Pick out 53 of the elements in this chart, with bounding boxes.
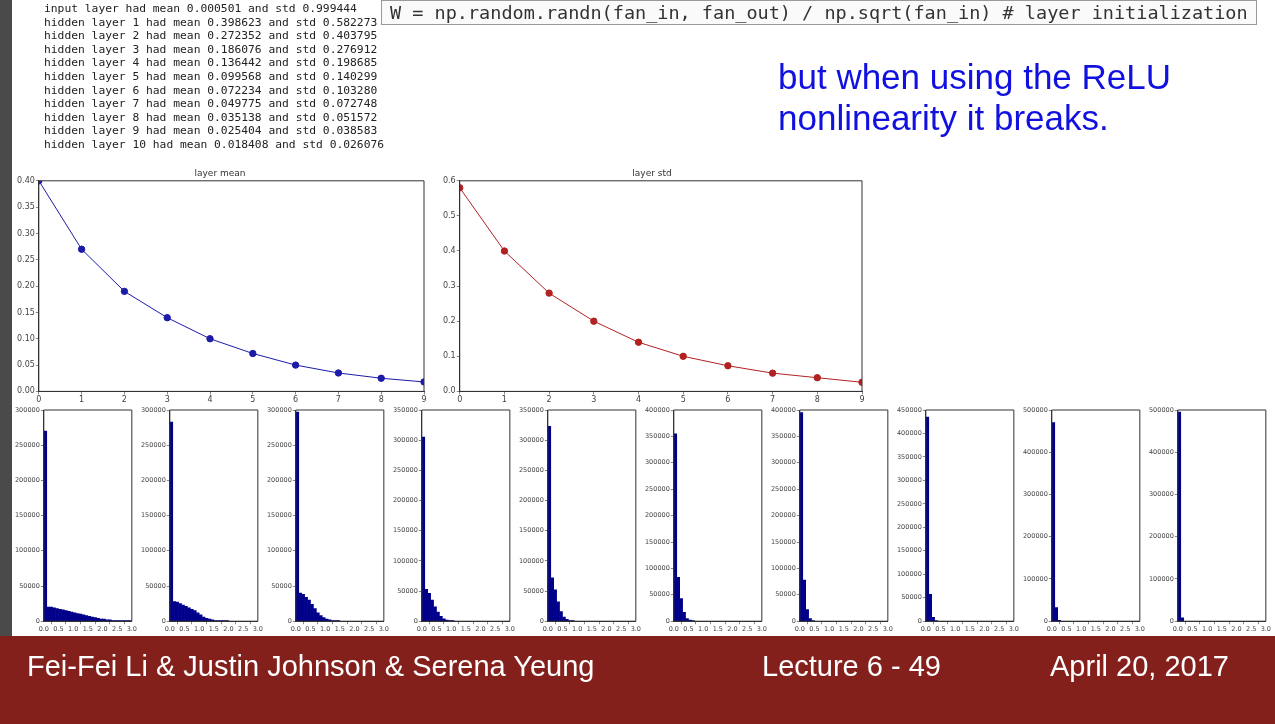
y-tick-label: 0.25: [17, 254, 35, 264]
chart-title: layer mean: [194, 167, 246, 178]
y-tick-label: 0.2: [442, 316, 456, 326]
x-tick-label: 0: [457, 395, 463, 405]
chart-title: layer std: [632, 167, 672, 178]
text: hidden layer 7 had mean 0.049775 and std 0.072748: [44, 97, 378, 111]
x-tick-label: 3: [591, 395, 597, 405]
y-tick-label: 0.5: [442, 210, 456, 220]
y-tick-label: 0.3: [442, 281, 456, 291]
y-tick-label: 0.20: [17, 281, 35, 291]
text: hidden layer 6 had mean 0.072234 and std 0.103280: [44, 83, 378, 97]
x-tick-label: 7: [335, 395, 341, 405]
y-tick-label: 0.00: [17, 386, 35, 396]
y-tick-label: 0.1: [442, 351, 456, 361]
y-tick-label: 0.10: [17, 333, 35, 343]
text: hidden layer 9 had mean 0.025404 and std 0.038583: [44, 124, 378, 138]
x-tick-label: 1: [501, 395, 507, 405]
y-tick-label: 0.6: [442, 175, 456, 185]
y-tick-label: 0.15: [17, 307, 35, 317]
text: hidden layer 10 had mean 0.018408 and std 0.026076: [44, 138, 385, 151]
y-tick-label: 0.30: [17, 228, 35, 238]
x-tick-label: 6: [293, 395, 299, 405]
x-tick-label: 5: [250, 395, 256, 405]
x-tick-label: 2: [546, 395, 552, 405]
x-tick-label: 4: [635, 395, 642, 405]
x-tick-label: 9: [859, 395, 865, 405]
text: Fei-Fei Li & Justin Johnson & Serena Yeung: [27, 650, 595, 683]
x-tick-label: 8: [814, 395, 820, 405]
x-tick-label: 7: [770, 395, 776, 405]
text: hidden layer 2 had mean 0.272352 and std 0.403795: [44, 29, 378, 43]
text: hidden layer 8 had mean 0.035138 and std 0.051572: [44, 110, 378, 124]
x-tick-label: 3: [164, 395, 170, 405]
x-tick-label: 8: [378, 395, 384, 405]
x-tick-label: 4: [207, 395, 213, 405]
y-tick-label: 0.35: [17, 202, 35, 212]
y-tick-label: 0.0: [442, 386, 456, 396]
text: Lecture 6 - 49: [762, 650, 941, 683]
y-tick-label: 0.40: [17, 175, 35, 185]
text: hidden layer 3 had mean 0.186076 and std 0.276912: [44, 42, 378, 56]
x-tick-label: 6: [725, 395, 731, 405]
x-tick-label: 5: [680, 395, 686, 405]
text: input layer had mean 0.000501 and std 0.999444: [44, 2, 357, 15]
text: hidden layer 1 had mean 0.398623 and std 0.582273: [44, 15, 378, 29]
text: hidden layer 5 had mean 0.099568 and std 0.140299: [44, 70, 378, 83]
x-tick-label: 1: [79, 395, 85, 405]
y-tick-label: 0.4: [442, 246, 456, 256]
x-tick-label: 9: [421, 395, 427, 405]
text: hidden layer 4 had mean 0.136442 and std 0.198685: [44, 56, 378, 70]
text: April 20, 2017: [1050, 650, 1229, 683]
y-tick-label: 0.05: [17, 360, 35, 370]
x-tick-label: 2: [121, 395, 127, 405]
text: W = np.random.randn(fan_in, fan_out) / np.sqrt(fan_in) # layer initialization: [381, 0, 1257, 25]
text: but when using the ReLU nonlinearity it breaks.: [778, 56, 1173, 138]
